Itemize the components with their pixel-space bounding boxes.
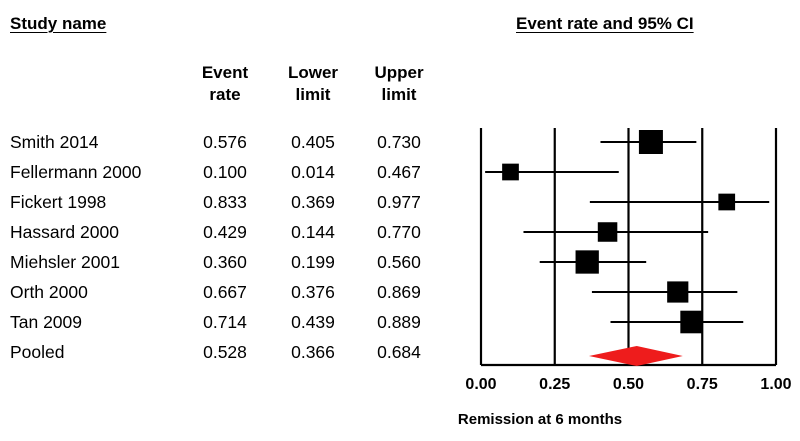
study-marker [575, 250, 599, 274]
event-rate-header: Event rate [190, 62, 260, 106]
upper-limit-value: 0.730 [377, 132, 421, 152]
study-name: Fickert 1998 [10, 192, 107, 212]
event-rate-header-line1: Event [201, 63, 249, 82]
lower-limit-value: 0.366 [291, 342, 335, 362]
study-marker [718, 193, 736, 211]
lower-limit-value: 0.376 [291, 282, 335, 302]
lower-limit-value: 0.199 [291, 252, 335, 272]
x-tick-label: 0.00 [465, 376, 496, 393]
x-tick-label: 0.25 [539, 376, 570, 393]
upper-limit-header: Upper limit [364, 62, 434, 106]
effect-header: Event rate and 95% CI [516, 14, 694, 33]
event-rate-value: 0.360 [203, 252, 247, 272]
study-marker [597, 222, 618, 242]
event-rate-header-line2: rate [209, 85, 241, 104]
study-name: Tan 2009 [10, 312, 83, 332]
study-name: Pooled [10, 342, 65, 362]
lower-limit-header-line1: Lower [287, 63, 339, 82]
study-name: Orth 2000 [10, 282, 88, 302]
upper-limit-value: 0.889 [377, 312, 421, 332]
lower-limit-header: Lower limit [278, 62, 348, 106]
study-marker [502, 163, 519, 181]
x-axis-label: Remission at 6 months [457, 411, 623, 428]
study-marker [680, 310, 703, 334]
pooled-diamond [588, 346, 683, 366]
upper-limit-header-line2: limit [381, 85, 417, 104]
study-marker [638, 130, 663, 154]
event-rate-value: 0.667 [203, 282, 247, 302]
event-rate-value: 0.576 [203, 132, 247, 152]
x-tick-label: 0.50 [613, 376, 644, 393]
lower-limit-value: 0.405 [291, 132, 335, 152]
x-tick-label: 1.00 [760, 376, 791, 393]
lower-limit-value: 0.369 [291, 192, 335, 212]
study-name-header: Study name [10, 14, 107, 33]
lower-limit-header-line2: limit [295, 85, 331, 104]
upper-limit-value: 0.770 [377, 222, 421, 242]
x-tick-label: 0.75 [687, 376, 718, 393]
upper-limit-value: 0.684 [377, 342, 421, 362]
upper-limit-header-line1: Upper [374, 63, 424, 82]
upper-limit-value: 0.560 [377, 252, 421, 272]
event-rate-value: 0.833 [203, 192, 247, 212]
event-rate-value: 0.714 [203, 312, 247, 332]
event-rate-value: 0.429 [203, 222, 247, 242]
study-name: Hassard 2000 [10, 222, 119, 242]
lower-limit-value: 0.144 [291, 222, 335, 242]
lower-limit-value: 0.014 [291, 162, 335, 182]
event-rate-value: 0.100 [203, 162, 247, 182]
study-name: Fellermann 2000 [10, 162, 142, 182]
upper-limit-value: 0.977 [377, 192, 421, 212]
upper-limit-value: 0.869 [377, 282, 421, 302]
study-marker [667, 281, 689, 303]
lower-limit-value: 0.439 [291, 312, 335, 332]
event-rate-value: 0.528 [203, 342, 247, 362]
study-name: Miehsler 2001 [10, 252, 120, 272]
upper-limit-value: 0.467 [377, 162, 421, 182]
study-name: Smith 2014 [10, 132, 99, 152]
